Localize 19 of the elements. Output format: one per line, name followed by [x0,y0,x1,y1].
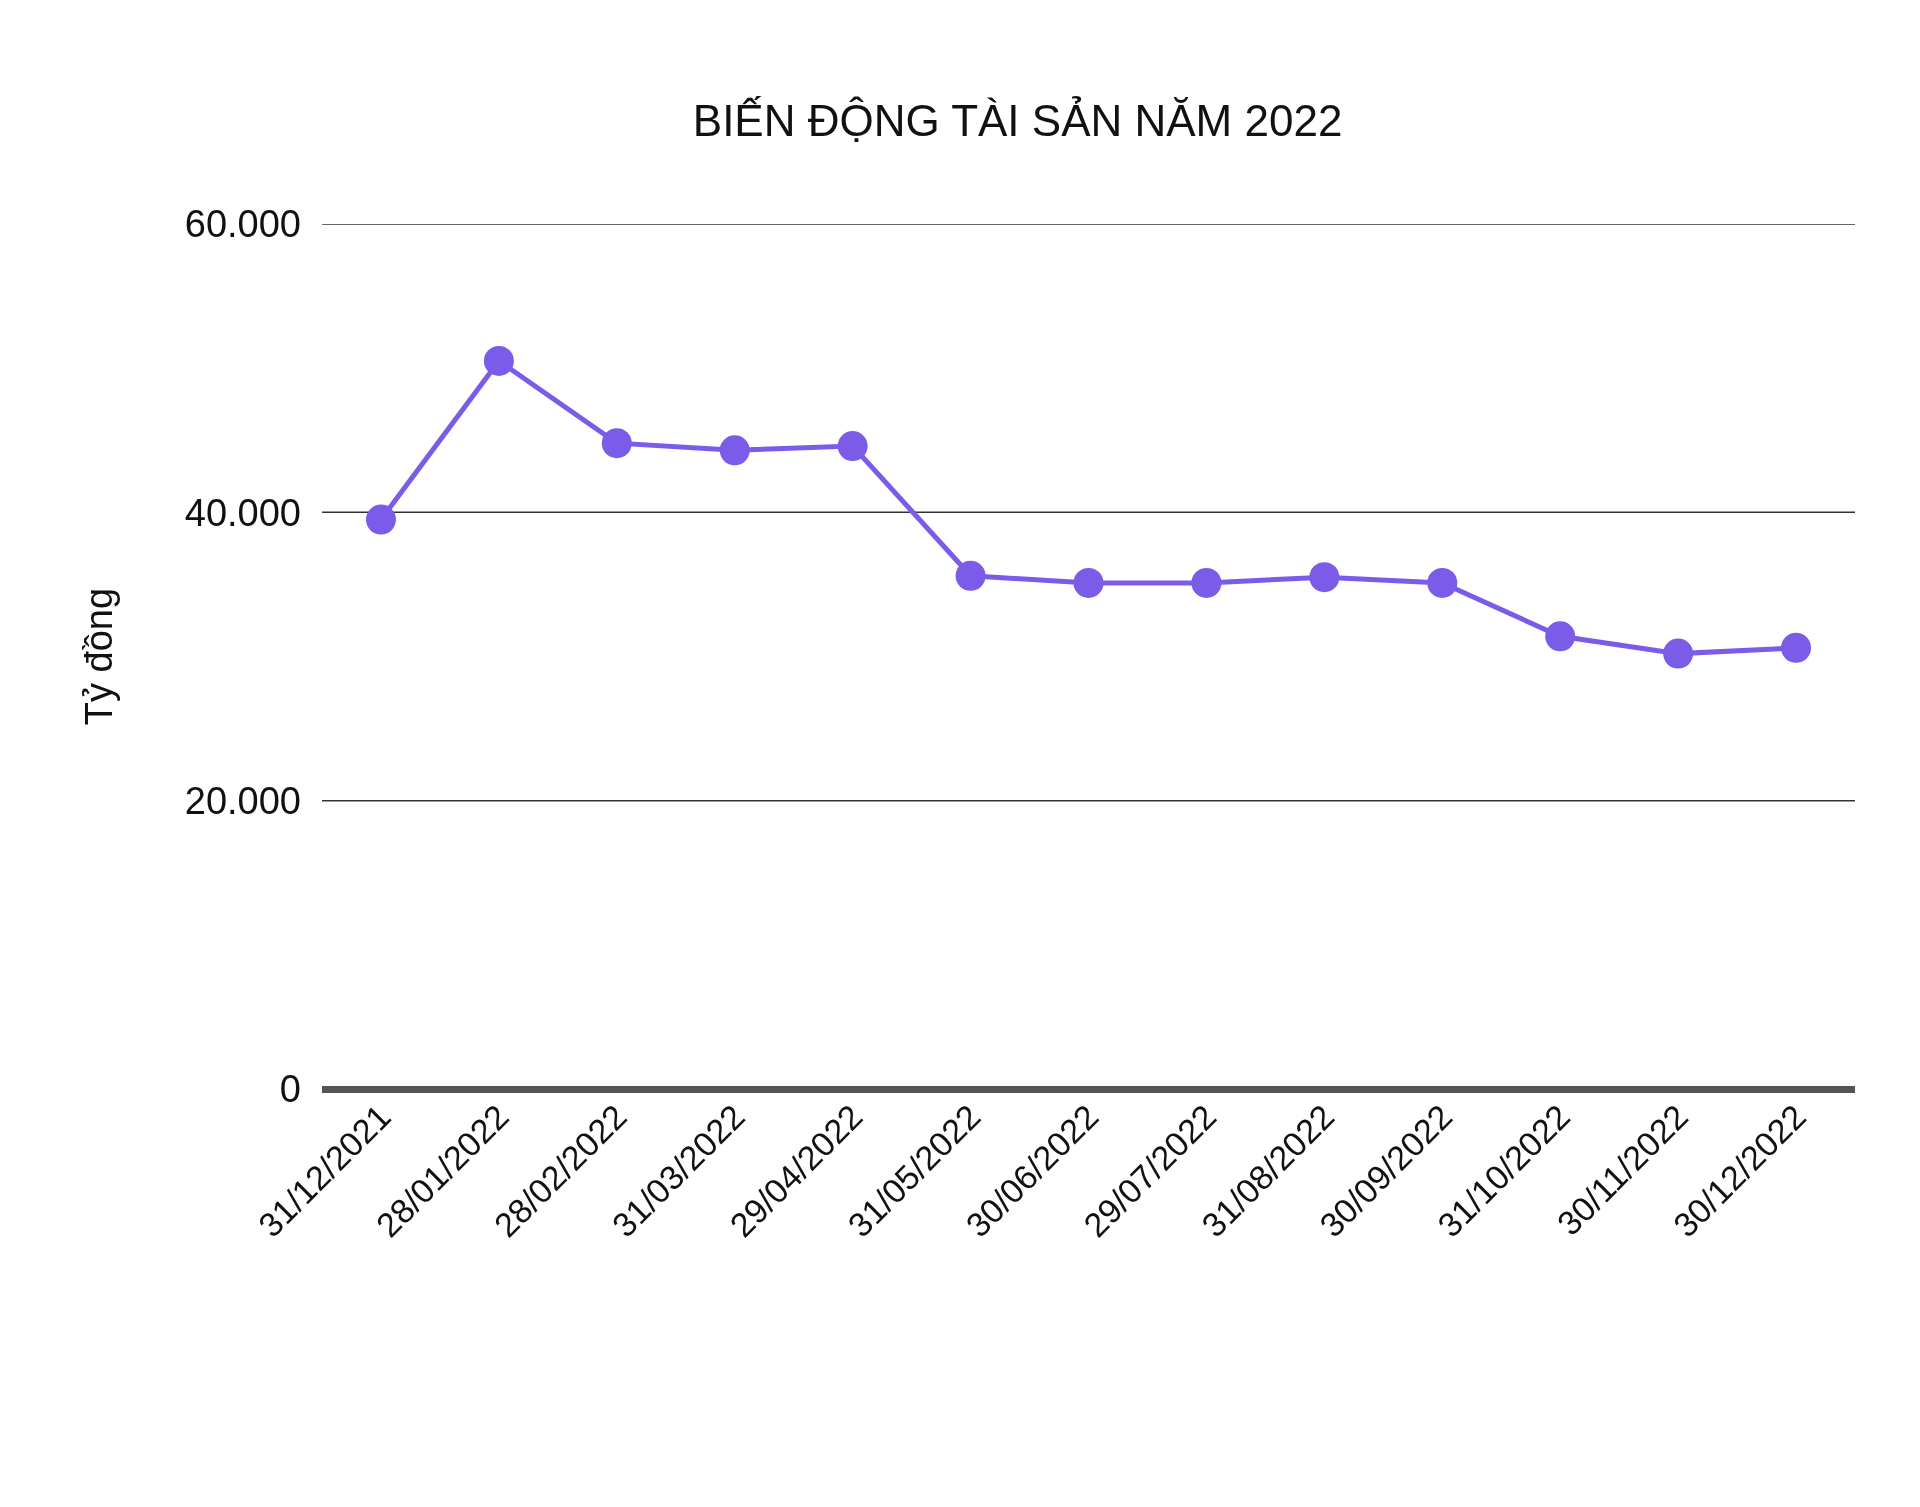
point [1545,621,1576,652]
chart-title: BIẾN ĐỘNG TÀI SẢN NĂM 2022 [692,95,1343,145]
y-tick-label: 20.000 [184,779,301,822]
point [1073,567,1104,598]
point [483,345,514,376]
y-tick-label: 0 [279,1068,301,1111]
point [601,428,632,459]
point [955,560,986,591]
point [837,431,868,462]
point [1663,638,1694,669]
y-axis-title: Tỷ đồng [77,587,120,726]
point [1781,632,1812,663]
point [365,504,396,535]
y-tick-label: 60.000 [184,203,301,246]
y-tick-label: 40.000 [184,491,301,534]
point [719,435,750,466]
point [1427,567,1458,598]
point [1191,567,1222,598]
point [1309,562,1340,593]
